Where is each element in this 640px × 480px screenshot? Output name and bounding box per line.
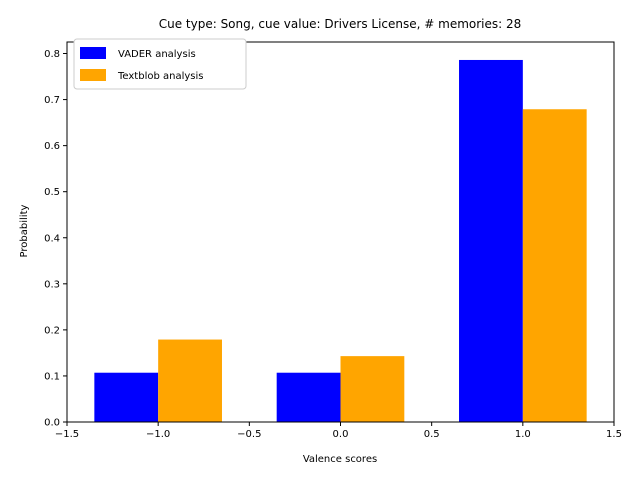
y-tick-label: 0.0 xyxy=(44,418,60,429)
x-tick-label: 0.0 xyxy=(333,429,349,440)
bar-vader-2 xyxy=(459,59,523,423)
x-tick-label: 1.0 xyxy=(515,429,531,440)
bar-textblob-1 xyxy=(340,356,405,422)
x-tick-label: −1.5 xyxy=(55,429,79,440)
legend: VADER analysis Textblob analysis xyxy=(73,38,247,90)
y-tick-label: 0.1 xyxy=(44,371,60,382)
bar-textblob-2 xyxy=(522,109,587,423)
y-tick-label: 0.5 xyxy=(44,187,60,198)
legend-label: VADER analysis xyxy=(118,49,196,60)
bar-textblob-0 xyxy=(158,339,222,422)
legend-box xyxy=(73,38,247,90)
x-tick-label: −1.0 xyxy=(146,429,170,440)
y-axis-label: Probability xyxy=(19,204,30,257)
chart-title: Cue type: Song, cue value: Drivers Licen… xyxy=(159,17,522,31)
y-tick-label: 0.4 xyxy=(44,233,60,244)
bars-group xyxy=(94,59,587,423)
axes-group: −1.5 −1.0 −0.5 0.0 0.5 1.0 1.5 0.0 0.1 0.2 0.3 0.4 0… xyxy=(44,41,622,440)
x-tick-label: 1.5 xyxy=(606,429,622,440)
y-tick-label: 0.8 xyxy=(44,49,60,60)
y-tick-label: 0.3 xyxy=(44,279,60,290)
x-axis-label: Valence scores xyxy=(303,454,377,465)
y-tick-label: 0.7 xyxy=(44,95,60,106)
y-tick-label: 0.2 xyxy=(44,325,60,336)
legend-swatch xyxy=(80,69,106,81)
y-tick-label: 0.6 xyxy=(44,141,60,152)
bar-vader-1 xyxy=(276,372,341,422)
bar-vader-0 xyxy=(94,372,159,422)
legend-swatch xyxy=(80,47,106,59)
x-tick-label: 0.5 xyxy=(424,429,440,440)
x-tick-label: −0.5 xyxy=(237,429,261,440)
legend-label: Textblob analysis xyxy=(117,71,203,82)
